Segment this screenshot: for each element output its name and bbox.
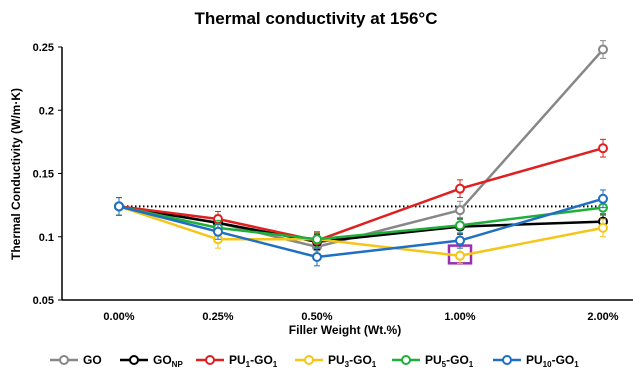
y-tick-label: 0.15	[33, 169, 54, 181]
y-tick-label: 0.1	[39, 232, 54, 244]
data-point	[455, 250, 465, 261]
x-tick-label: 0.25%	[202, 311, 233, 323]
data-point	[455, 183, 465, 194]
plot-area: 0.05 0.1 0.15 0.2 0.25 0.00% 0.25% 0.50% 1.00% 2.…	[33, 40, 633, 323]
data-point	[598, 193, 608, 204]
data-point	[312, 234, 322, 245]
y-axis-label: Thermal Conductivity (W/m·K)	[9, 88, 23, 260]
legend: GO GONP PU1-GO1 PU3-GO1 PU5-GO1 PU10-GO1	[50, 353, 579, 369]
data-point	[312, 251, 322, 262]
series-line	[118, 197, 604, 259]
legend-marker	[502, 355, 512, 365]
data-point	[455, 220, 465, 231]
x-tick-label: 1.00%	[444, 311, 475, 323]
data-point	[213, 226, 223, 237]
data-point	[455, 235, 465, 246]
series-line	[118, 146, 604, 242]
legend-marker	[401, 355, 411, 365]
legend-label: PU10-GO1	[526, 353, 579, 369]
x-axis-label: Filler Weight (Wt.%)	[289, 323, 401, 337]
chart-title: Thermal conductivity at 156°C	[195, 9, 438, 28]
x-tick-label: 0.00%	[103, 311, 134, 323]
legend-marker	[205, 355, 215, 365]
legend-marker	[129, 355, 139, 365]
data-point	[598, 143, 608, 154]
data-point	[598, 44, 608, 55]
data-point	[455, 205, 465, 216]
y-tick-label: 0.2	[39, 105, 54, 117]
series-line	[118, 205, 604, 257]
x-tick-label: 0.50%	[301, 311, 332, 323]
legend-marker	[59, 355, 69, 365]
data-point	[598, 222, 608, 233]
y-tick-label: 0.05	[33, 295, 54, 307]
legend-label: PU1-GO1	[229, 353, 278, 369]
y-tick-label: 0.25	[33, 42, 54, 54]
legend-label: PU5-GO1	[425, 353, 474, 369]
data-point	[114, 201, 124, 212]
legend-marker	[304, 355, 314, 365]
legend-label: PU3-GO1	[328, 353, 377, 369]
legend-label: GO	[83, 353, 102, 367]
x-tick-label: 2.00%	[587, 311, 618, 323]
legend-label: GONP	[153, 353, 183, 369]
series-line	[118, 205, 604, 241]
